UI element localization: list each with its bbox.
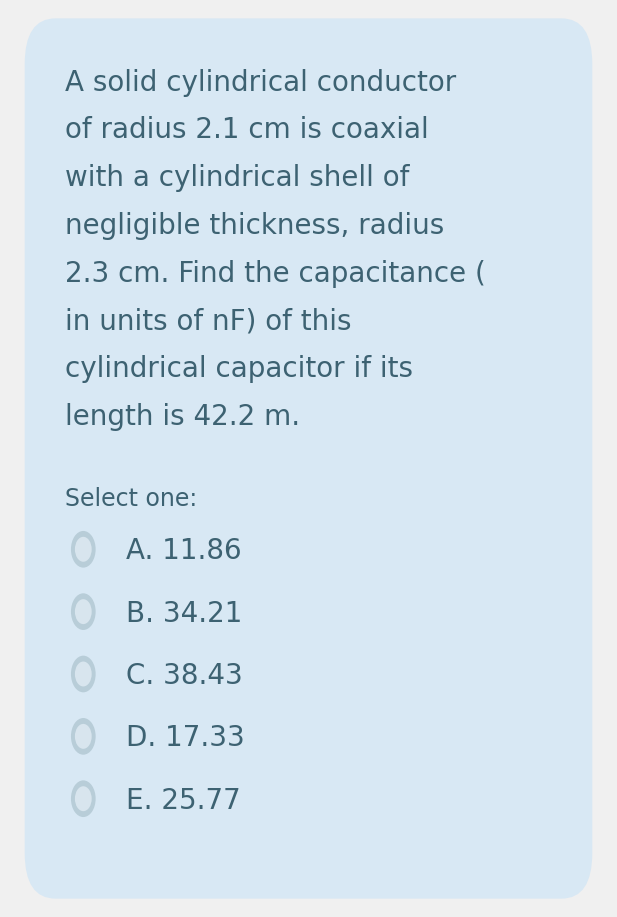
Circle shape (75, 786, 92, 812)
Text: 2.3 cm. Find the capacitance (: 2.3 cm. Find the capacitance ( (65, 260, 486, 288)
Circle shape (75, 661, 92, 687)
Text: in units of nF) of this: in units of nF) of this (65, 307, 351, 336)
Text: D. 17.33: D. 17.33 (126, 724, 245, 753)
Circle shape (71, 656, 96, 692)
Circle shape (75, 536, 92, 562)
Circle shape (71, 718, 96, 755)
Text: cylindrical capacitor if its: cylindrical capacitor if its (65, 355, 413, 383)
Text: negligible thickness, radius: negligible thickness, radius (65, 212, 444, 240)
Text: B. 34.21: B. 34.21 (126, 600, 243, 628)
Text: of radius 2.1 cm is coaxial: of radius 2.1 cm is coaxial (65, 116, 429, 145)
Text: with a cylindrical shell of: with a cylindrical shell of (65, 164, 409, 193)
Circle shape (75, 724, 92, 749)
Text: Select one:: Select one: (65, 487, 197, 511)
Text: A. 11.86: A. 11.86 (126, 537, 242, 566)
Text: A solid cylindrical conductor: A solid cylindrical conductor (65, 69, 456, 97)
Circle shape (71, 593, 96, 630)
Text: length is 42.2 m.: length is 42.2 m. (65, 403, 300, 431)
Text: E. 25.77: E. 25.77 (126, 787, 241, 815)
FancyBboxPatch shape (25, 18, 592, 899)
Circle shape (71, 531, 96, 568)
Circle shape (71, 780, 96, 817)
Text: C. 38.43: C. 38.43 (126, 662, 243, 691)
Circle shape (75, 599, 92, 624)
